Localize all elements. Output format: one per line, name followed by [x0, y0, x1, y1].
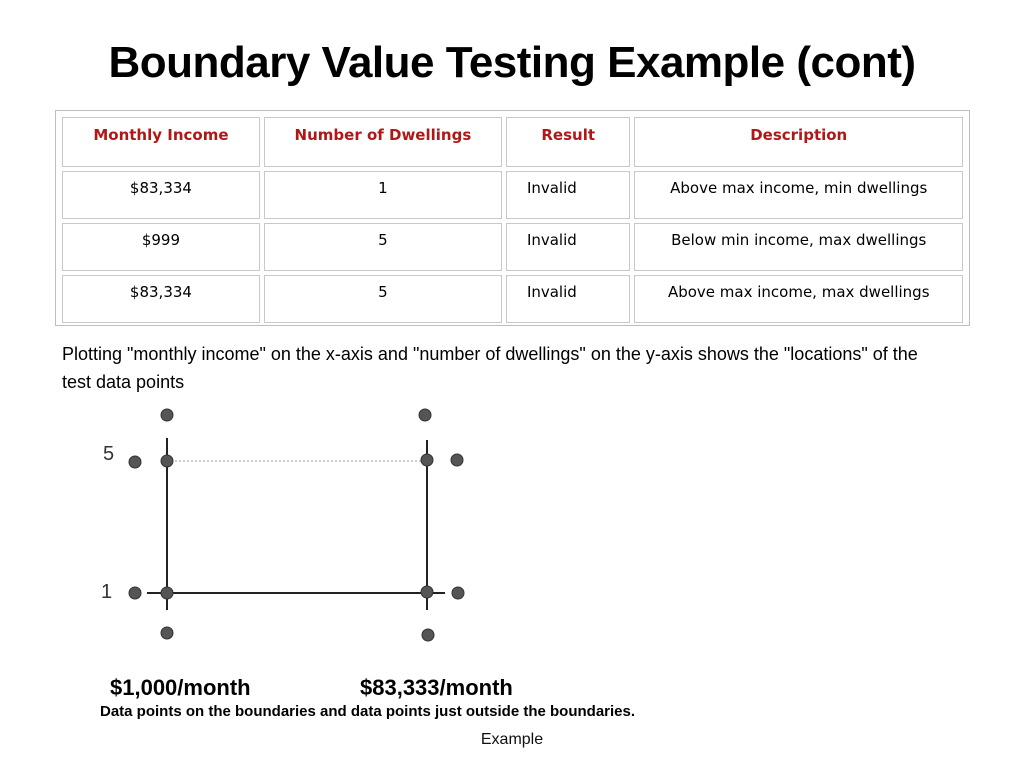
- slide-footer: Example: [480, 731, 544, 748]
- x-tick-label-83333: $83,333/month: [360, 675, 513, 700]
- header-number-of-dwellings: Number of Dwellings: [263, 117, 502, 167]
- test-cases-table: Monthly Income Number of Dwellings Resul…: [58, 113, 967, 327]
- slide-title: Boundary Value Testing Example (cont): [108, 38, 916, 87]
- y-tick-label-1: 1: [101, 581, 113, 603]
- table-header-row: Monthly Income Number of Dwellings Resul…: [62, 117, 963, 167]
- point-outside-right-bottom: [451, 586, 465, 600]
- cell-description: Above max income, max dwellings: [634, 275, 963, 323]
- point-boundary-top-right: [420, 453, 434, 467]
- point-outside-left-bottom: [128, 586, 142, 600]
- x-tick-label-1000: $1,000/month: [110, 675, 251, 700]
- point-boundary-bottom-left: [160, 586, 174, 600]
- point-boundary-top-left: [160, 454, 174, 468]
- cell-income: $999: [62, 223, 260, 271]
- point-outside-left-top: [128, 455, 142, 469]
- table-row: $83,334 5 Invalid Above max income, max …: [62, 275, 963, 323]
- point-boundary-bottom-right: [420, 585, 434, 599]
- point-outside-bottom-right: [421, 628, 435, 642]
- header-result: Result: [505, 117, 631, 167]
- cell-description: Below min income, max dwellings: [634, 223, 963, 271]
- cell-dwellings: 5: [263, 223, 502, 271]
- point-outside-bottom-left: [160, 626, 174, 640]
- point-outside-right-top: [450, 453, 464, 467]
- cell-dwellings: 1: [263, 171, 502, 219]
- y-tick-label-5: 5: [103, 443, 115, 465]
- plot-caption: Data points on the boundaries and data p…: [100, 703, 636, 720]
- cell-result: Invalid: [505, 171, 631, 219]
- boundary-plot-svg: [128, 408, 465, 642]
- table-row: $83,334 1 Invalid Above max income, min …: [62, 171, 963, 219]
- header-description: Description: [634, 117, 963, 167]
- point-outside-top-left: [160, 408, 174, 422]
- boundary-plot: 5 1 $1,000/month $83,333/month: [95, 400, 615, 725]
- table-row: $999 5 Invalid Below min income, max dwe…: [62, 223, 963, 271]
- cell-result: Invalid: [505, 275, 631, 323]
- header-monthly-income: Monthly Income: [62, 117, 260, 167]
- plot-explanation-text: Plotting "monthly income" on the x-axis …: [62, 344, 918, 392]
- test-table-frame: Monthly Income Number of Dwellings Resul…: [55, 110, 970, 326]
- cell-dwellings: 5: [263, 275, 502, 323]
- cell-description: Above max income, min dwellings: [634, 171, 963, 219]
- point-outside-top-right: [418, 408, 432, 422]
- cell-income: $83,334: [62, 171, 260, 219]
- cell-result: Invalid: [505, 223, 631, 271]
- cell-income: $83,334: [62, 275, 260, 323]
